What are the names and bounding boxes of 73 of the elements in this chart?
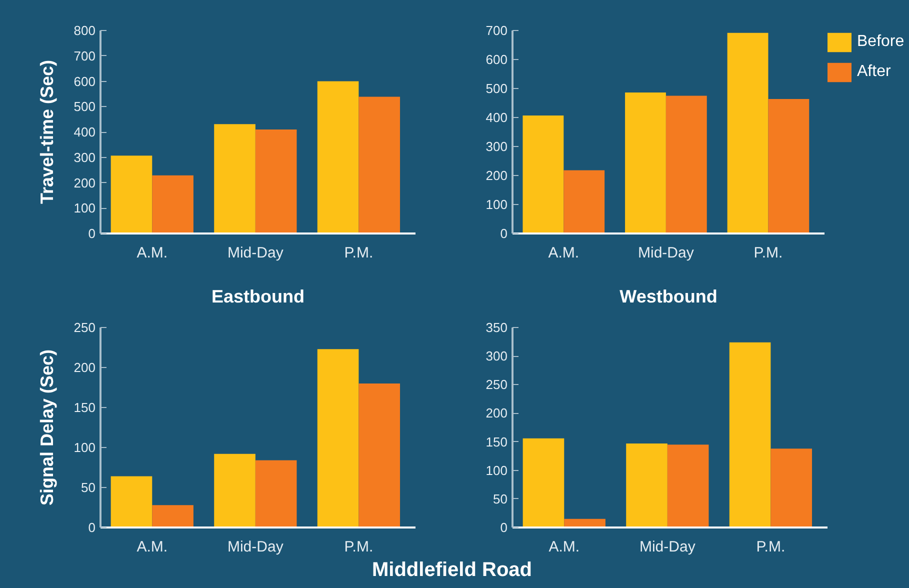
y-tick-label: 800 [74, 23, 96, 38]
bar [358, 384, 400, 528]
y-tick-label: 50 [493, 491, 508, 506]
bar [522, 438, 564, 528]
y-tick-label: 0 [500, 520, 508, 535]
y-tick-label: 0 [88, 520, 96, 535]
x-tick-label: A.M. [548, 244, 580, 262]
x-tick-label: Mid-Day [638, 244, 694, 262]
y-tick-label: 200 [74, 360, 96, 375]
y-tick-label: 700 [486, 23, 508, 38]
bar [214, 454, 256, 528]
y-axis-title: Signal Delay (Sec) [36, 349, 57, 506]
legend-label: Before [857, 33, 904, 51]
x-tick-label: A.M. [136, 538, 168, 556]
bar [625, 92, 666, 234]
y-tick-label: 500 [74, 99, 96, 114]
bar [152, 175, 194, 234]
text: Middlefield Road [372, 558, 532, 582]
y-tick-label: 0 [88, 226, 96, 241]
x-tick-label: A.M. [548, 538, 580, 556]
y-tick-label: 250 [74, 320, 96, 335]
bar [110, 156, 152, 234]
y-tick-label: 500 [486, 81, 508, 96]
y-tick-label: 600 [74, 74, 96, 89]
y-tick-label: 300 [486, 139, 508, 154]
x-tick-label: Mid-Day [228, 538, 284, 556]
bar [729, 342, 771, 528]
x-tick-label: P.M. [344, 538, 374, 556]
bar [770, 448, 812, 528]
bar [768, 98, 810, 234]
y-tick-label: 250 [486, 377, 508, 392]
bar [214, 124, 256, 234]
x-tick-label: A.M. [136, 244, 168, 262]
y-tick-label: 0 [500, 226, 508, 241]
bar [255, 129, 297, 234]
y-tick-label: 400 [74, 124, 96, 140]
y-tick-label: 100 [486, 462, 508, 478]
x-tick-label: Mid-Day [640, 538, 696, 556]
bar [255, 460, 297, 528]
y-tick-label: 200 [486, 168, 508, 183]
x-tick-label: P.M. [344, 244, 374, 262]
bar [110, 476, 152, 528]
y-tick-label: 350 [486, 320, 508, 335]
y-tick-label: 200 [486, 406, 508, 421]
x-axis-title: Westbound [620, 286, 718, 306]
x-axis-title: Eastbound [212, 286, 304, 306]
bar [317, 81, 359, 234]
y-tick-label: 600 [486, 52, 508, 67]
y-tick-label: 100 [486, 197, 508, 212]
bar [727, 32, 768, 234]
y-axis-title: Travel-time (Sec) [36, 60, 57, 204]
y-tick-label: 300 [74, 150, 96, 165]
y-tick-label: 150 [486, 434, 508, 450]
bar [317, 349, 359, 528]
bar [666, 96, 707, 234]
y-tick-label: 50 [81, 480, 96, 495]
y-tick-label: 700 [74, 48, 96, 64]
x-tick-label: Mid-Day [228, 244, 284, 262]
x-tick-label: P.M. [754, 244, 783, 262]
y-tick-label: 150 [74, 400, 96, 415]
y-tick-label: 100 [74, 200, 96, 216]
bar [522, 115, 564, 234]
y-tick-label: 300 [486, 348, 508, 364]
bar [152, 505, 194, 528]
x-tick-label: P.M. [756, 538, 786, 556]
bar [358, 96, 400, 234]
y-tick-label: 200 [74, 175, 96, 190]
y-tick-label: 100 [74, 440, 96, 455]
bar [626, 444, 668, 528]
y-tick-label: 400 [486, 110, 508, 125]
legend-label: After [857, 63, 891, 81]
bar [667, 444, 709, 528]
bar [564, 170, 605, 234]
